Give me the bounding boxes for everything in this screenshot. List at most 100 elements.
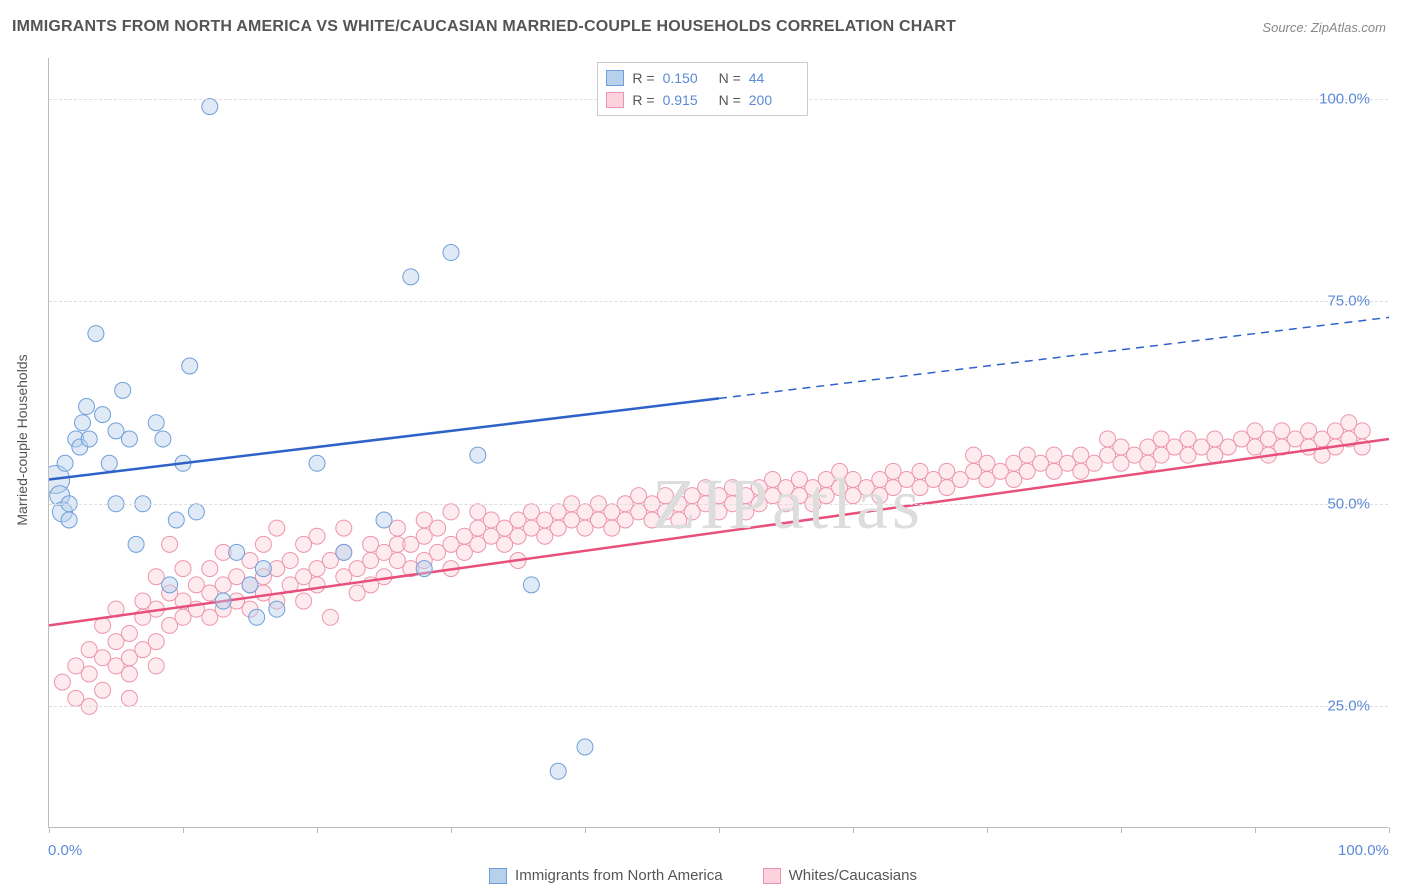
- blue-point: [242, 577, 258, 593]
- bottom-legend: Immigrants from North America Whites/Cauc…: [0, 867, 1406, 884]
- plot-area: ZIPatlas 25.0%50.0%75.0%100.0%: [48, 58, 1388, 828]
- y-tick-label: 25.0%: [1327, 698, 1370, 715]
- legend-stat-text: R =: [632, 70, 654, 86]
- legend-swatch-blue: [489, 868, 507, 884]
- bottom-legend-label: Whites/Caucasians: [789, 867, 917, 884]
- pink-point: [443, 504, 459, 520]
- legend-stat-text: N =: [719, 70, 741, 86]
- legend-stat-text: R =: [632, 92, 654, 108]
- legend-swatch-pink: [606, 92, 624, 108]
- legend-stat-text: 44: [749, 70, 797, 86]
- blue-point: [215, 593, 231, 609]
- chart-title: IMMIGRANTS FROM NORTH AMERICA VS WHITE/C…: [12, 18, 956, 36]
- bottom-legend-label: Immigrants from North America: [515, 867, 723, 884]
- legend-stat-text: 0.915: [663, 92, 711, 108]
- x-tick: [1255, 827, 1256, 833]
- blue-point: [202, 99, 218, 115]
- blue-point: [182, 358, 198, 374]
- blue-point: [79, 399, 95, 415]
- source-name: ZipAtlas.com: [1311, 20, 1386, 35]
- blue-point: [75, 415, 91, 431]
- grid-line: [49, 706, 1388, 707]
- x-tick: [451, 827, 452, 833]
- pink-point: [282, 553, 298, 569]
- blue-point: [249, 609, 265, 625]
- pink-point: [309, 577, 325, 593]
- pink-point: [148, 634, 164, 650]
- legend-swatch-pink: [763, 868, 781, 884]
- blue-point: [523, 577, 539, 593]
- legend-swatch-blue: [606, 70, 624, 86]
- blue-point: [128, 536, 144, 552]
- pink-point: [336, 520, 352, 536]
- pink-point: [269, 520, 285, 536]
- x-tick: [183, 827, 184, 833]
- blue-point: [162, 577, 178, 593]
- pink-point: [309, 528, 325, 544]
- legend-stat-text: 200: [749, 92, 797, 108]
- x-tick: [1121, 827, 1122, 833]
- grid-line: [49, 504, 1388, 505]
- blue-point: [81, 431, 97, 447]
- blue-point: [416, 561, 432, 577]
- source-attribution: Source: ZipAtlas.com: [1262, 20, 1386, 35]
- legend-stat-text: N =: [719, 92, 741, 108]
- y-tick-label: 100.0%: [1319, 90, 1370, 107]
- blue-point: [470, 447, 486, 463]
- blue-point: [550, 763, 566, 779]
- x-tick: [49, 827, 50, 833]
- y-tick-label: 75.0%: [1327, 293, 1370, 310]
- x-tick: [585, 827, 586, 833]
- blue-point: [115, 382, 131, 398]
- x-tick: [1389, 827, 1390, 833]
- x-tick: [987, 827, 988, 833]
- x-tick-label-max: 100.0%: [1338, 842, 1389, 859]
- blue-trend-line: [49, 398, 719, 479]
- legend-stat-row: R = 0.915 N = 200: [606, 89, 796, 111]
- pink-point: [162, 536, 178, 552]
- blue-point: [376, 512, 392, 528]
- x-tick: [317, 827, 318, 833]
- y-tick-label: 50.0%: [1327, 495, 1370, 512]
- pink-point: [175, 561, 191, 577]
- pink-point: [121, 690, 137, 706]
- source-label: Source:: [1262, 20, 1307, 35]
- correlation-chart: IMMIGRANTS FROM NORTH AMERICA VS WHITE/C…: [0, 0, 1406, 892]
- blue-trend-line-dashed: [719, 317, 1389, 398]
- pink-point: [95, 682, 111, 698]
- plot-svg: [49, 58, 1389, 828]
- y-axis-label: Married-couple Households: [14, 354, 30, 525]
- blue-point: [168, 512, 184, 528]
- blue-point: [101, 455, 117, 471]
- bottom-legend-item: Immigrants from North America: [489, 867, 723, 884]
- pink-point: [255, 536, 271, 552]
- pink-point: [322, 609, 338, 625]
- pink-point: [81, 666, 97, 682]
- x-tick: [719, 827, 720, 833]
- blue-point: [336, 544, 352, 560]
- pink-point: [202, 561, 218, 577]
- pink-point: [121, 666, 137, 682]
- pink-point: [148, 658, 164, 674]
- legend-stat-text: 0.150: [663, 70, 711, 86]
- blue-point: [443, 245, 459, 261]
- legend-stat-row: R = 0.150 N = 44: [606, 67, 796, 89]
- legend-stats-box: R = 0.150 N = 44 R = 0.915 N = 200: [597, 62, 807, 116]
- pink-point: [54, 674, 70, 690]
- x-tick: [853, 827, 854, 833]
- grid-line: [49, 301, 1388, 302]
- pink-point: [296, 593, 312, 609]
- blue-point: [229, 544, 245, 560]
- blue-point: [88, 326, 104, 342]
- blue-point: [61, 512, 77, 528]
- pink-point: [430, 520, 446, 536]
- blue-point: [269, 601, 285, 617]
- bottom-legend-item: Whites/Caucasians: [763, 867, 917, 884]
- pink-point: [121, 625, 137, 641]
- blue-point: [188, 504, 204, 520]
- blue-point: [148, 415, 164, 431]
- x-tick-label-min: 0.0%: [48, 842, 82, 859]
- pink-trend-line: [49, 439, 1389, 625]
- blue-point: [57, 455, 73, 471]
- blue-point: [577, 739, 593, 755]
